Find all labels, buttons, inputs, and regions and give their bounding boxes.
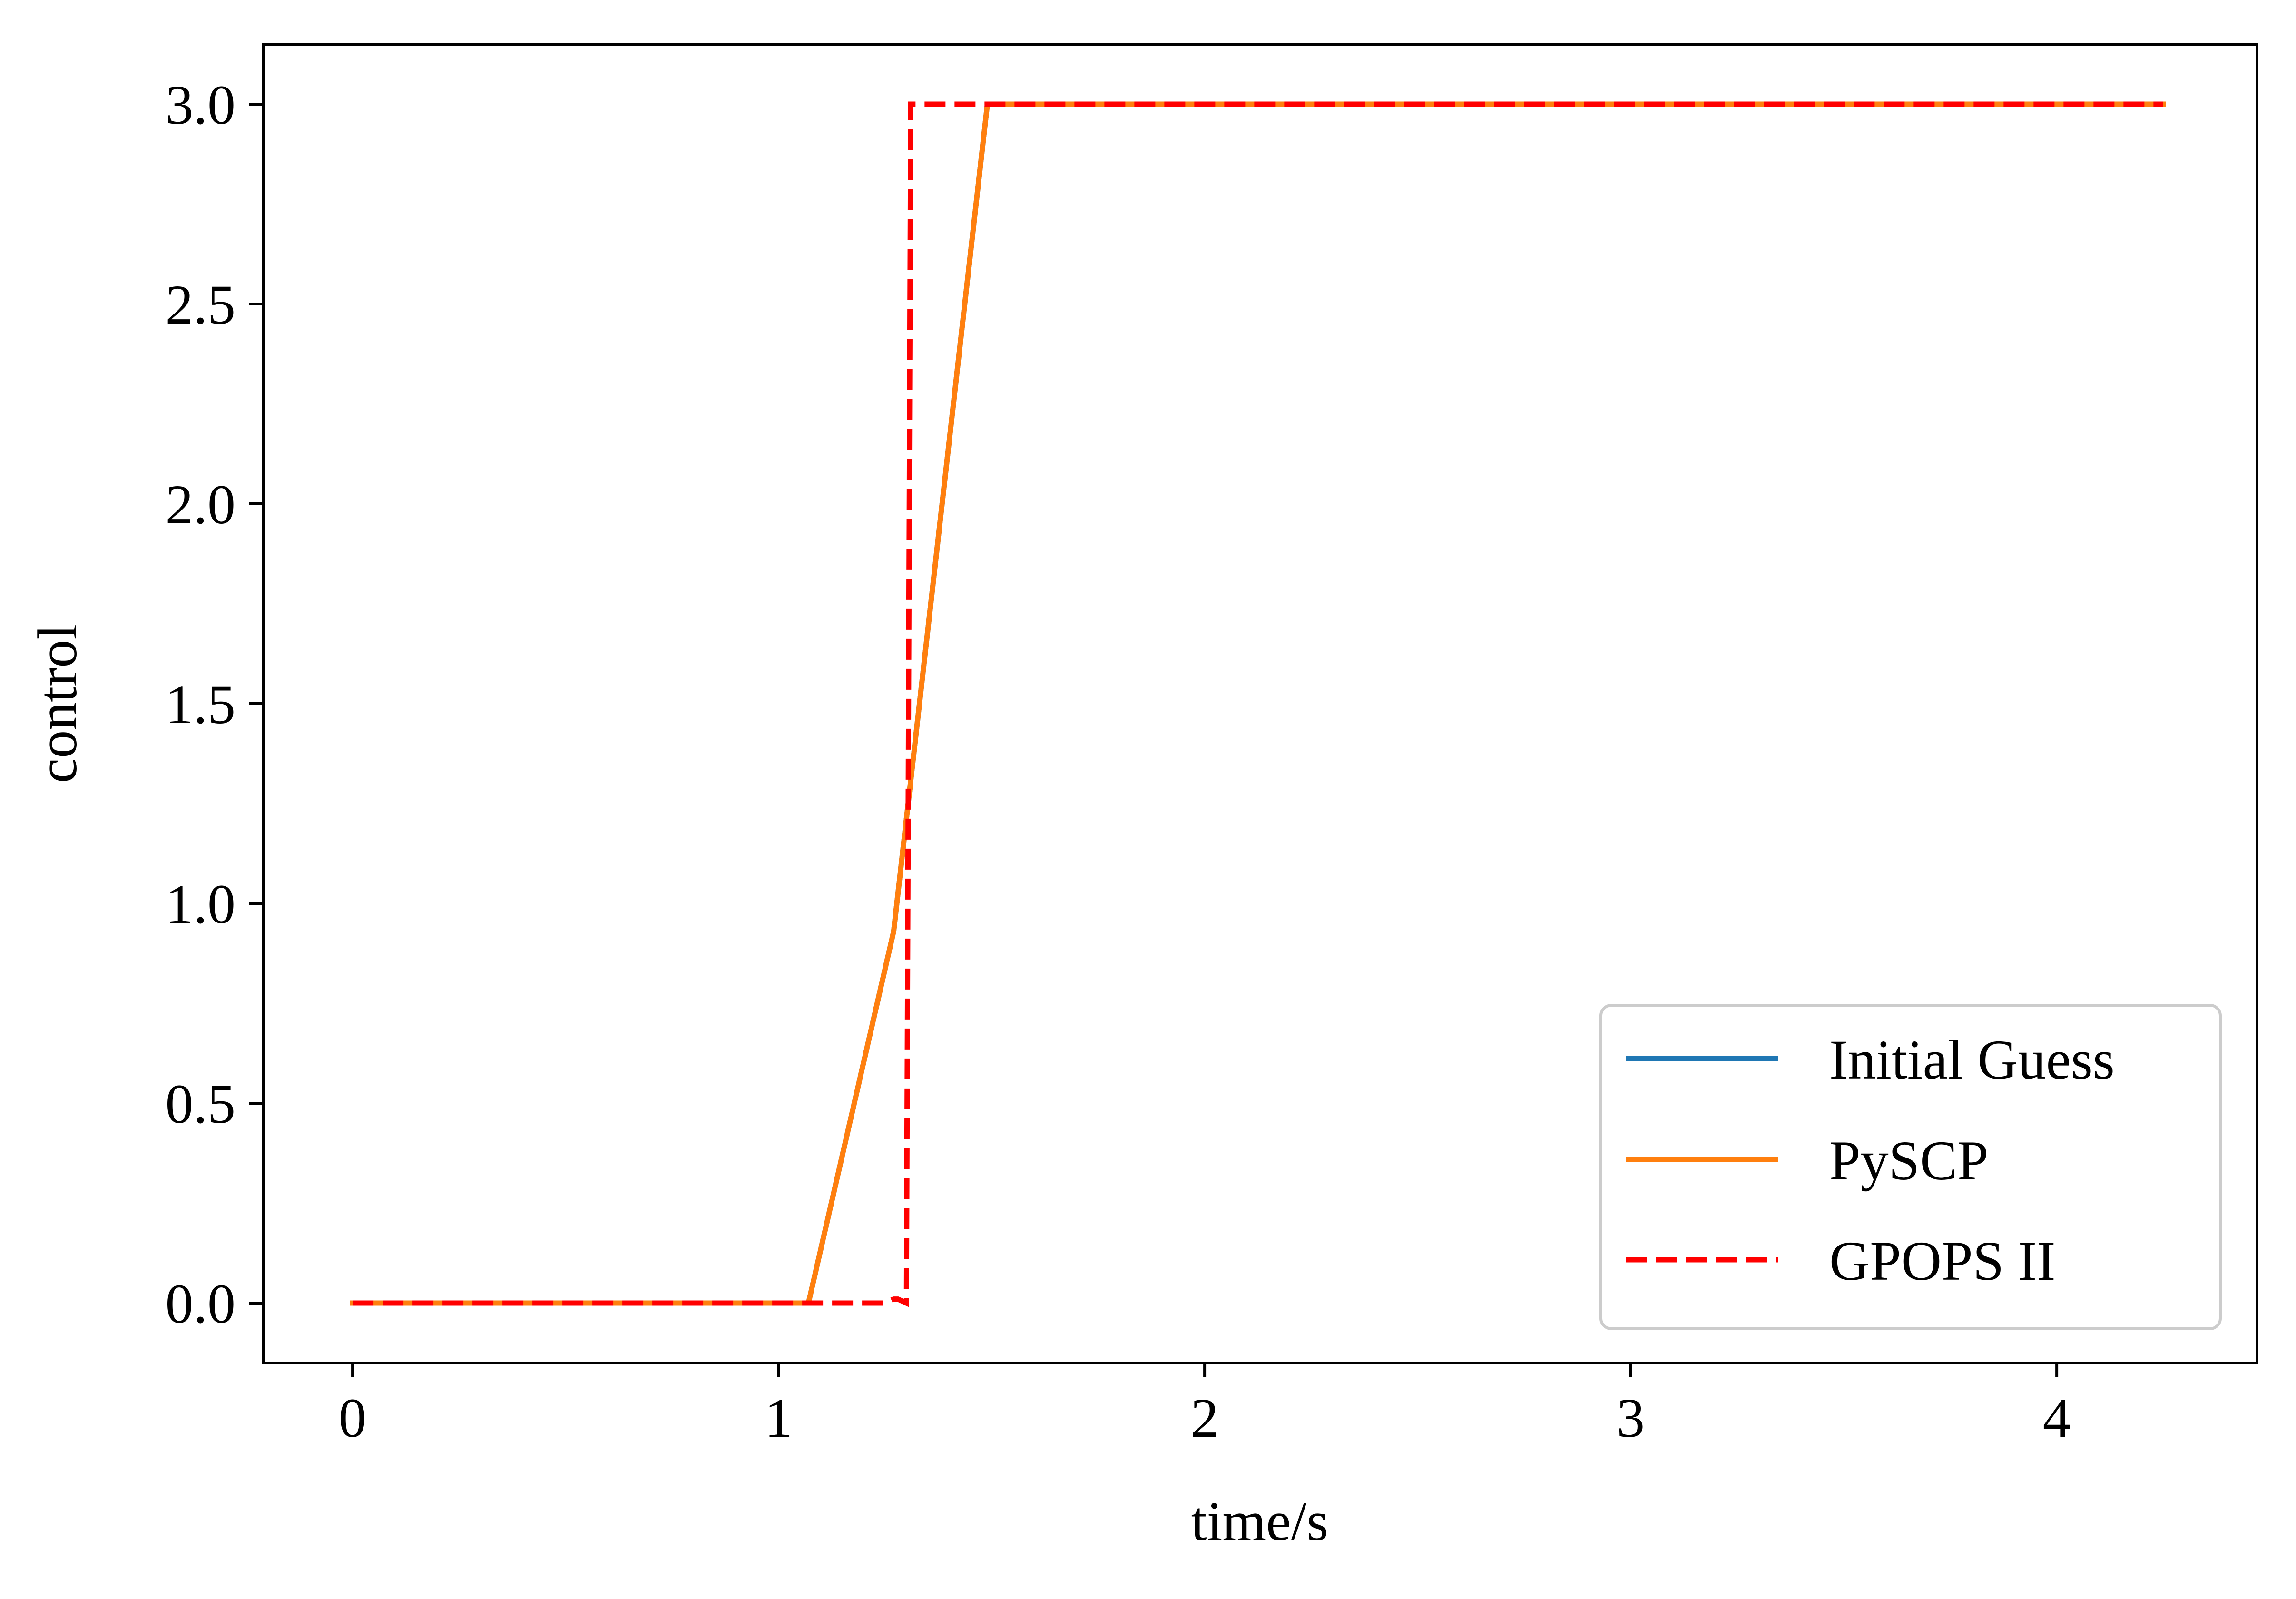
x-tick-label: 4: [2043, 1387, 2071, 1449]
legend-label-initial-guess: Initial Guess: [1829, 1029, 2115, 1091]
legend-box: [1599, 1004, 2222, 1330]
legend-label-pyscp: PySCP: [1829, 1129, 1989, 1192]
x-tick-label: 2: [1191, 1387, 1219, 1449]
y-axis-label: control: [26, 624, 88, 783]
legend-label-gpops-ii: GPOPS II: [1829, 1230, 2055, 1292]
y-tick-label: 0.0: [166, 1273, 236, 1335]
series-line-gpops-ii: [353, 101, 2163, 1307]
y-tick-label: 2.0: [166, 473, 236, 536]
y-tick-label: 2.5: [166, 274, 236, 336]
x-tick-label: 0: [339, 1387, 367, 1449]
data-lines: [350, 101, 2166, 1307]
legend: Initial Guess PySCP GPOPS II: [1599, 1004, 2222, 1330]
y-tick-label: 1.0: [166, 873, 236, 935]
y-tick-label: 0.5: [166, 1073, 236, 1135]
y-axis-ticks: 0.0 0.5 1.0 1.5 2.0 2.5 3.0: [166, 74, 263, 1335]
x-tick-label: 3: [1617, 1387, 1645, 1449]
y-tick-label: 1.5: [166, 673, 236, 736]
y-tick-label: 3.0: [166, 74, 236, 136]
x-tick-label: 1: [765, 1387, 793, 1449]
x-axis-ticks: 0 1 2 3 4: [339, 1363, 2071, 1449]
x-axis-label: time/s: [1191, 1490, 1328, 1552]
